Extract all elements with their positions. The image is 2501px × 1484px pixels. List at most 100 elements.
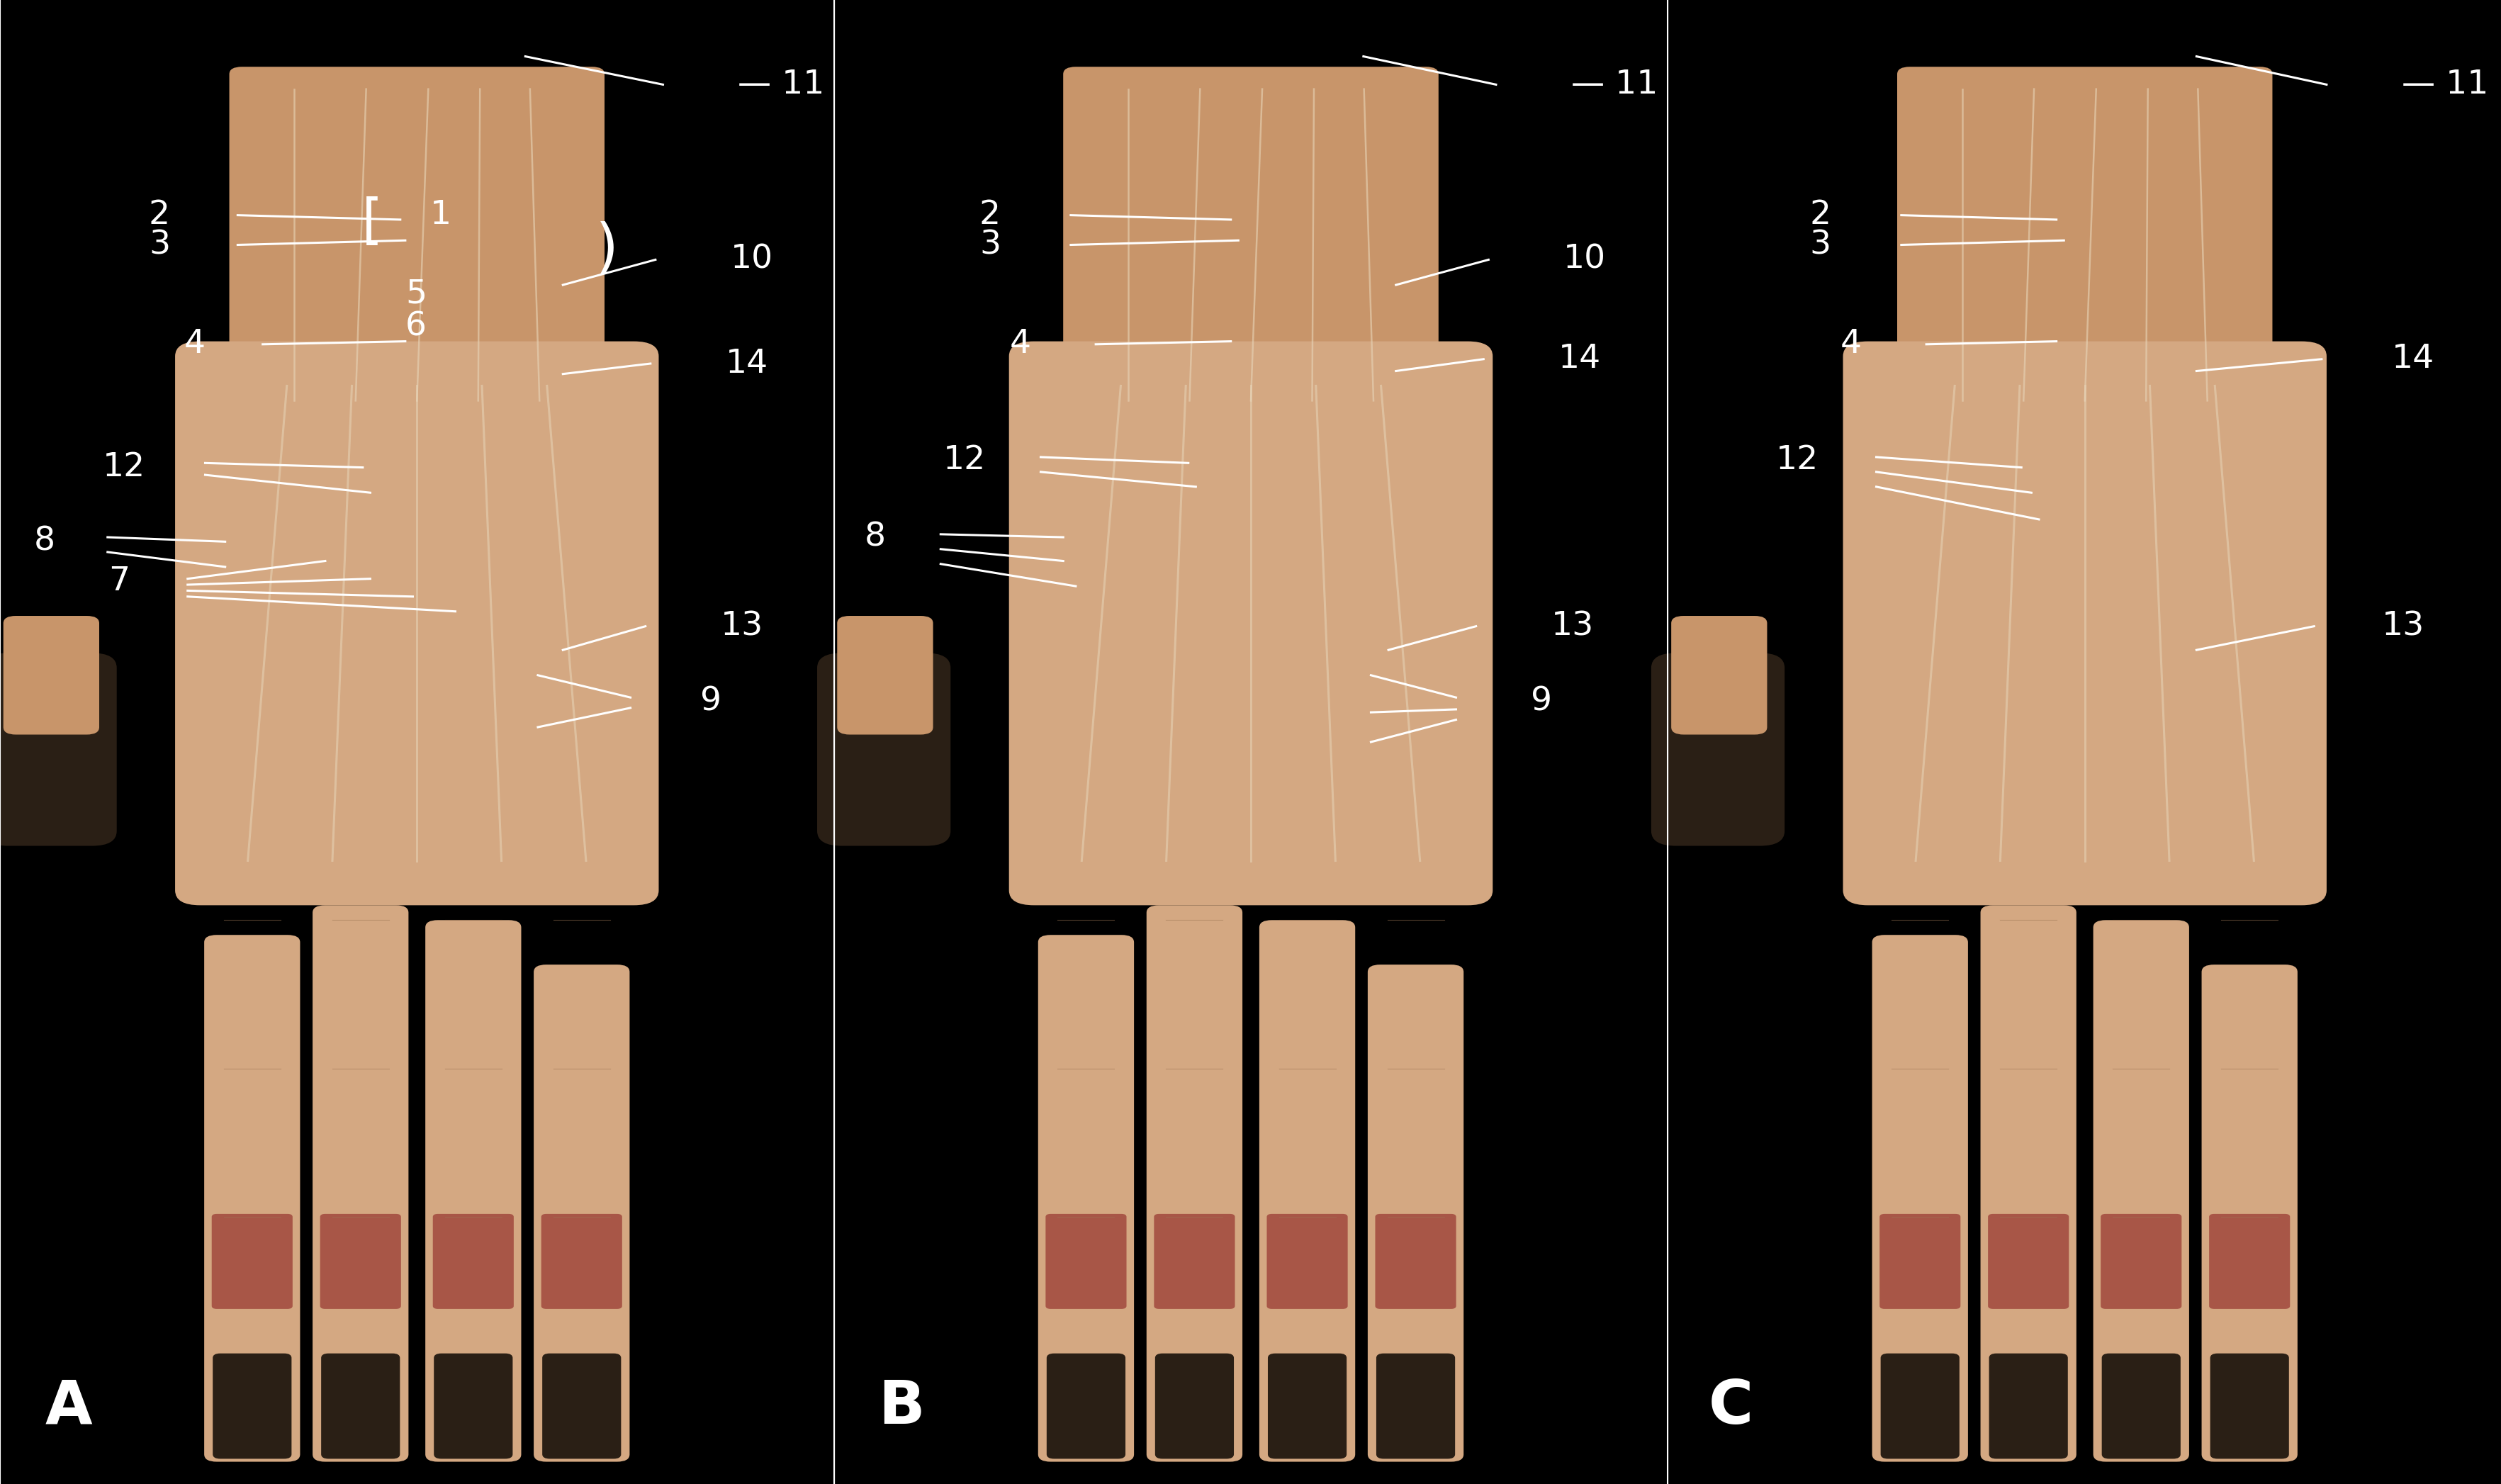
- FancyBboxPatch shape: [2208, 1353, 2288, 1459]
- Text: 6: 6: [405, 310, 425, 343]
- Text: 12: 12: [943, 444, 985, 476]
- FancyBboxPatch shape: [1878, 1214, 1961, 1309]
- FancyBboxPatch shape: [2093, 920, 2188, 1462]
- Bar: [833, 74, 1668, 77]
- Bar: [0, 92, 833, 95]
- Bar: [833, 71, 1668, 74]
- Text: 9: 9: [700, 686, 723, 718]
- FancyBboxPatch shape: [1268, 1353, 1346, 1459]
- Text: ): ): [590, 221, 625, 278]
- Bar: [833, 95, 1668, 98]
- Text: 8: 8: [863, 521, 885, 554]
- Text: 4: 4: [1008, 328, 1030, 361]
- Bar: [0, 98, 833, 101]
- FancyBboxPatch shape: [205, 935, 300, 1462]
- FancyBboxPatch shape: [1368, 965, 1463, 1462]
- FancyBboxPatch shape: [1155, 1353, 1233, 1459]
- Text: 12: 12: [1776, 444, 1818, 476]
- Text: — 11: — 11: [2401, 68, 2488, 101]
- Bar: [1668, 86, 2501, 89]
- Bar: [1668, 95, 2501, 98]
- Bar: [1668, 71, 2501, 74]
- FancyBboxPatch shape: [533, 965, 630, 1462]
- Bar: [1668, 74, 2501, 77]
- FancyBboxPatch shape: [175, 341, 658, 905]
- Text: 2: 2: [1808, 199, 1831, 232]
- Bar: [1668, 77, 2501, 80]
- FancyBboxPatch shape: [2101, 1214, 2181, 1309]
- Bar: [0, 86, 833, 89]
- Bar: [833, 92, 1668, 95]
- FancyBboxPatch shape: [1008, 341, 1493, 905]
- FancyBboxPatch shape: [0, 653, 118, 846]
- Text: 9: 9: [1531, 686, 1553, 718]
- Text: 14: 14: [725, 347, 768, 380]
- Text: 8: 8: [33, 525, 55, 558]
- FancyBboxPatch shape: [313, 905, 408, 1462]
- Text: 1: 1: [430, 199, 453, 232]
- Bar: [0, 83, 833, 86]
- Bar: [1668, 80, 2501, 83]
- FancyBboxPatch shape: [1376, 1353, 1456, 1459]
- Text: 4: 4: [1838, 328, 1861, 361]
- Bar: [833, 80, 1668, 83]
- FancyBboxPatch shape: [433, 1214, 513, 1309]
- FancyBboxPatch shape: [1038, 935, 1133, 1462]
- FancyBboxPatch shape: [1881, 1353, 1958, 1459]
- FancyBboxPatch shape: [1376, 1214, 1456, 1309]
- Bar: [1668, 83, 2501, 86]
- FancyBboxPatch shape: [1671, 616, 1766, 735]
- Text: 7: 7: [110, 565, 130, 598]
- Text: 13: 13: [720, 610, 763, 643]
- Bar: [833, 89, 1668, 92]
- FancyBboxPatch shape: [818, 653, 950, 846]
- FancyBboxPatch shape: [1843, 341, 2326, 905]
- Text: 4: 4: [183, 328, 205, 361]
- FancyBboxPatch shape: [1145, 905, 1243, 1462]
- Text: 13: 13: [1551, 610, 1593, 643]
- Bar: [1668, 92, 2501, 95]
- FancyBboxPatch shape: [230, 67, 605, 423]
- Text: 3: 3: [1808, 229, 1831, 261]
- FancyBboxPatch shape: [1988, 1353, 2068, 1459]
- Text: [: [: [355, 196, 385, 249]
- Bar: [833, 77, 1668, 80]
- FancyBboxPatch shape: [1896, 67, 2271, 423]
- FancyBboxPatch shape: [1988, 1214, 2068, 1309]
- Text: C: C: [1708, 1377, 1753, 1437]
- Text: 3: 3: [148, 229, 170, 261]
- FancyBboxPatch shape: [433, 1353, 513, 1459]
- Text: — 11: — 11: [738, 68, 825, 101]
- Bar: [0, 74, 833, 77]
- Bar: [1668, 89, 2501, 92]
- FancyBboxPatch shape: [1045, 1214, 1125, 1309]
- FancyBboxPatch shape: [1153, 1214, 1235, 1309]
- FancyBboxPatch shape: [1045, 1353, 1125, 1459]
- FancyBboxPatch shape: [320, 1353, 400, 1459]
- FancyBboxPatch shape: [2201, 965, 2296, 1462]
- FancyBboxPatch shape: [1981, 905, 2076, 1462]
- Text: 12: 12: [103, 451, 145, 484]
- FancyBboxPatch shape: [425, 920, 520, 1462]
- Text: 10: 10: [730, 243, 773, 276]
- Bar: [833, 83, 1668, 86]
- Text: — 11: — 11: [1571, 68, 1658, 101]
- FancyBboxPatch shape: [3, 616, 100, 735]
- FancyBboxPatch shape: [1266, 1214, 1348, 1309]
- Text: 10: 10: [1563, 243, 1606, 276]
- Text: B: B: [878, 1377, 925, 1437]
- Bar: [0, 77, 833, 80]
- FancyBboxPatch shape: [2208, 1214, 2288, 1309]
- Text: 13: 13: [2381, 610, 2423, 643]
- Text: A: A: [45, 1377, 93, 1437]
- Bar: [833, 86, 1668, 89]
- Bar: [0, 89, 833, 92]
- FancyBboxPatch shape: [2101, 1353, 2181, 1459]
- FancyBboxPatch shape: [838, 616, 933, 735]
- FancyBboxPatch shape: [320, 1214, 400, 1309]
- Text: 2: 2: [148, 199, 170, 232]
- FancyBboxPatch shape: [543, 1353, 620, 1459]
- Bar: [1668, 98, 2501, 101]
- Text: 5: 5: [405, 278, 428, 310]
- Bar: [0, 71, 833, 74]
